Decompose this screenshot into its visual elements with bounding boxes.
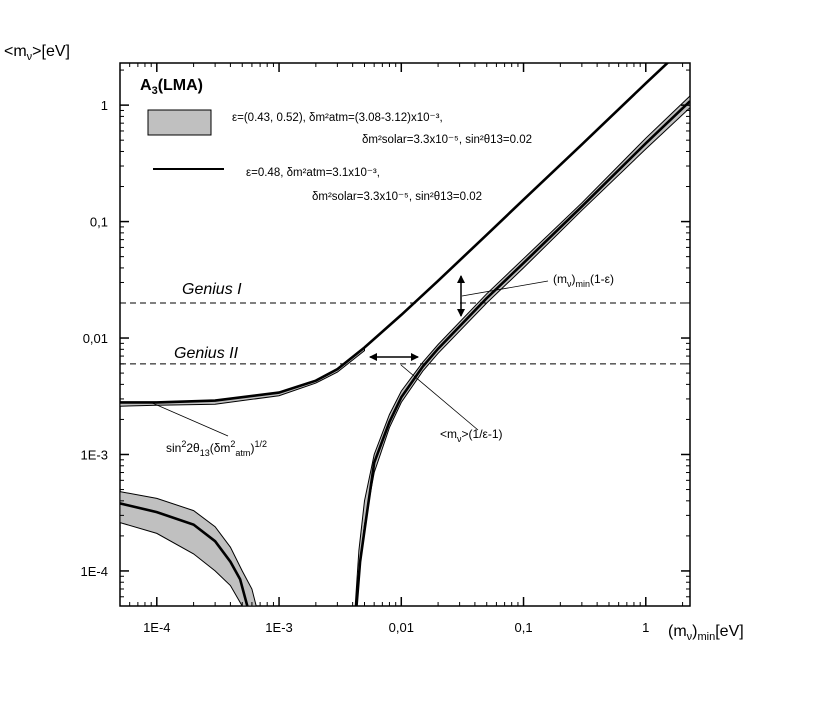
line-series-5 [120,502,249,606]
annotation-mmin-1-eps: (mν)min(1-ε) [553,272,614,289]
y-axis-title-post: >[eV] [32,43,70,60]
annotation-leader-1 [461,280,549,297]
annotation-sin2: sin22θ13(δm2atm)1/2 [166,439,267,458]
anno2-c: >(1/ε-1) [462,427,503,441]
annotation-mnu-eps: <mν>(1/ε-1) [440,427,503,444]
anno3-c: 2θ [186,441,200,455]
anno1-c: ) [572,272,576,286]
x-tick-label: 1E-4 [143,620,170,635]
y-tick-label: 1E-4 [81,564,108,579]
y-tick-label: 1E-3 [81,447,108,462]
anno3-g: atm [235,448,250,458]
band-series-4 [120,491,257,606]
y-axis-title-pre: <m [4,43,27,60]
x-axis-title-sub1: ν [687,631,693,643]
legend-entry-2-line-1: ε=0.48, δm²atm=3.1x10⁻³, [246,167,380,179]
anno3-e: (δm [210,441,231,455]
annotation-leader-3 [149,401,229,437]
anno3-a: sin [166,441,181,455]
reference-lines [120,302,690,365]
axis-ticks: 1E-4 1E-3 0,01 0,1 1 1E-4 1E-3 0,01 0,1 1 [81,63,690,635]
anno1-a: (m [553,272,567,286]
x-tick-label: 0,01 [389,620,414,635]
anno3-f: 2 [230,439,235,449]
band-series-2 [354,95,690,606]
y-tick-label: 0,01 [83,331,108,346]
series-layer [120,63,690,606]
genius-2-label: Genius II [174,345,239,362]
anno3-d: 13 [200,448,210,458]
x-tick-label: 1 [642,620,649,635]
y-axis-title: <mν>[eV] [4,43,70,63]
anno3-i: 1/2 [254,439,267,449]
line-series-0 [120,63,670,404]
legend-band-swatch [147,109,212,136]
legend-entry-1-line-1: ε=(0.43, 0.52), δm²atm=(3.08-3.12)x10⁻³, [232,112,443,124]
x-axis-title-sub2: min [697,631,715,643]
legend: ε=(0.43, 0.52), δm²atm=(3.08-3.12)x10⁻³,… [147,109,532,203]
x-tick-label: 0,1 [514,620,532,635]
anno1-b: ν [567,279,572,289]
anno1-d: min [576,279,591,289]
chart-title-sub: 3 [152,85,158,97]
genius-1-label: Genius I [182,281,242,298]
x-axis-title-mid: ) [692,623,697,640]
anno3-b: 2 [181,439,186,449]
anno2-a: <m [440,427,457,441]
anno1-e: (1-ε) [590,272,614,286]
plot-frame [119,62,691,607]
annotation-leader-2 [400,364,479,431]
chart-title-main: A [140,77,152,94]
anno2-b: ν [457,434,462,444]
line-series-3 [355,100,690,606]
chart-title-suffix: (LMA) [158,77,203,94]
y-tick-label: 1 [101,98,108,113]
legend-entry-2-line-2: δm²solar=3.3x10⁻⁵, sin²θ13=0.02 [312,191,482,203]
x-axis-title-pre: (m [668,623,687,640]
y-axis-title-sub: ν [27,51,33,63]
chart-title: A3(LMA) [140,77,203,97]
x-axis-title-post: [eV] [715,623,743,640]
legend-entry-1-line-2: δm²solar=3.3x10⁻⁵, sin²θ13=0.02 [362,134,532,146]
x-axis-title: (mν)min[eV] [668,623,744,643]
y-tick-label: 0,1 [90,215,108,230]
anno3-h: ) [250,441,254,455]
x-tick-label: 1E-3 [265,620,292,635]
